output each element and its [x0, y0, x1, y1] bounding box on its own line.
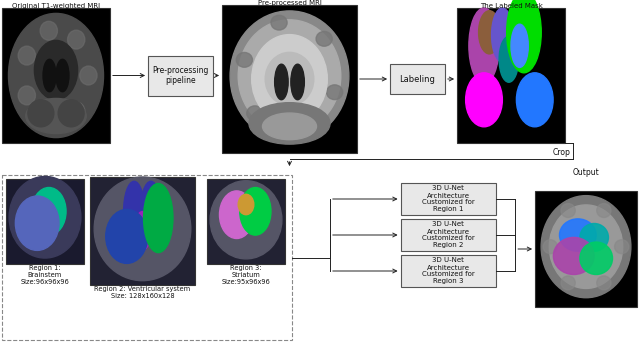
- Ellipse shape: [249, 103, 330, 144]
- Ellipse shape: [292, 122, 308, 137]
- Ellipse shape: [614, 240, 629, 254]
- Ellipse shape: [8, 13, 104, 138]
- Ellipse shape: [143, 183, 173, 252]
- Text: Original T1-weighted MRI: Original T1-weighted MRI: [12, 3, 100, 9]
- Text: Crop: Crop: [553, 148, 571, 157]
- Ellipse shape: [543, 240, 557, 254]
- Ellipse shape: [58, 100, 84, 127]
- Text: Pre-processed MRI: Pre-processed MRI: [257, 0, 321, 6]
- Ellipse shape: [18, 46, 35, 65]
- Bar: [2, 8, 110, 143]
- Bar: [535, 191, 637, 307]
- Ellipse shape: [271, 15, 287, 30]
- Ellipse shape: [262, 113, 317, 140]
- Ellipse shape: [140, 181, 161, 242]
- Ellipse shape: [28, 100, 54, 127]
- Ellipse shape: [43, 59, 56, 92]
- Ellipse shape: [596, 204, 611, 217]
- Ellipse shape: [316, 31, 332, 46]
- Ellipse shape: [68, 30, 85, 49]
- Ellipse shape: [56, 59, 69, 92]
- Ellipse shape: [559, 219, 596, 251]
- Text: Output: Output: [573, 168, 600, 177]
- Ellipse shape: [479, 11, 500, 54]
- Bar: [90, 177, 195, 285]
- Text: 3D U-Net
Architecture
Customized for
Region 3: 3D U-Net Architecture Customized for Reg…: [422, 258, 474, 284]
- Ellipse shape: [236, 52, 252, 67]
- Text: Region 1:
Brainstem
Size:96x96x96: Region 1: Brainstem Size:96x96x96: [20, 265, 69, 285]
- Ellipse shape: [68, 102, 85, 121]
- Ellipse shape: [220, 191, 254, 238]
- Bar: [457, 8, 565, 143]
- Ellipse shape: [265, 52, 314, 106]
- Ellipse shape: [9, 176, 81, 258]
- Ellipse shape: [492, 8, 513, 62]
- Bar: [222, 5, 357, 153]
- Bar: [148, 55, 213, 96]
- Text: Pre-processing
pipeline: Pre-processing pipeline: [152, 66, 209, 85]
- Ellipse shape: [252, 35, 327, 123]
- Ellipse shape: [466, 73, 502, 127]
- Text: 3D U-Net
Architecture
Customized for
Region 2: 3D U-Net Architecture Customized for Reg…: [422, 222, 474, 248]
- Ellipse shape: [40, 21, 58, 40]
- Bar: [401, 183, 495, 215]
- Bar: [2, 175, 292, 340]
- Ellipse shape: [18, 86, 35, 105]
- Ellipse shape: [247, 106, 263, 121]
- Text: 3D U-Net
Architecture
Customized for
Region 1: 3D U-Net Architecture Customized for Reg…: [422, 185, 474, 213]
- Ellipse shape: [40, 111, 58, 130]
- Ellipse shape: [561, 276, 575, 290]
- Bar: [390, 64, 445, 94]
- Text: Region 2: Ventricular system
Size: 128x160x128: Region 2: Ventricular system Size: 128x1…: [95, 286, 191, 299]
- Ellipse shape: [240, 187, 271, 235]
- Ellipse shape: [507, 0, 541, 73]
- Ellipse shape: [210, 181, 282, 259]
- Ellipse shape: [549, 205, 623, 288]
- Ellipse shape: [511, 24, 528, 67]
- Ellipse shape: [230, 11, 349, 141]
- Ellipse shape: [291, 64, 305, 100]
- Bar: [401, 219, 495, 251]
- Ellipse shape: [596, 276, 611, 290]
- Ellipse shape: [106, 209, 148, 264]
- Ellipse shape: [499, 36, 518, 82]
- Ellipse shape: [238, 20, 341, 132]
- Ellipse shape: [124, 181, 145, 242]
- Ellipse shape: [32, 187, 66, 235]
- Ellipse shape: [80, 66, 97, 85]
- Text: The Labeled Mask: The Labeled Mask: [479, 3, 543, 9]
- Bar: [401, 255, 495, 287]
- Ellipse shape: [516, 73, 553, 127]
- Ellipse shape: [580, 242, 612, 275]
- Bar: [6, 179, 84, 264]
- Bar: [207, 179, 285, 264]
- Ellipse shape: [275, 64, 288, 100]
- Text: Labeling: Labeling: [399, 75, 435, 84]
- Text: Region 3:
Striatum
Size:95x96x96: Region 3: Striatum Size:95x96x96: [221, 265, 270, 285]
- Ellipse shape: [15, 196, 59, 250]
- Ellipse shape: [561, 204, 575, 217]
- Ellipse shape: [238, 194, 254, 215]
- Ellipse shape: [580, 224, 609, 251]
- Ellipse shape: [134, 212, 151, 250]
- Ellipse shape: [554, 237, 594, 275]
- Ellipse shape: [35, 40, 77, 100]
- Ellipse shape: [541, 196, 631, 298]
- Ellipse shape: [326, 85, 343, 100]
- Ellipse shape: [469, 8, 499, 84]
- Ellipse shape: [26, 98, 86, 133]
- Ellipse shape: [94, 177, 191, 281]
